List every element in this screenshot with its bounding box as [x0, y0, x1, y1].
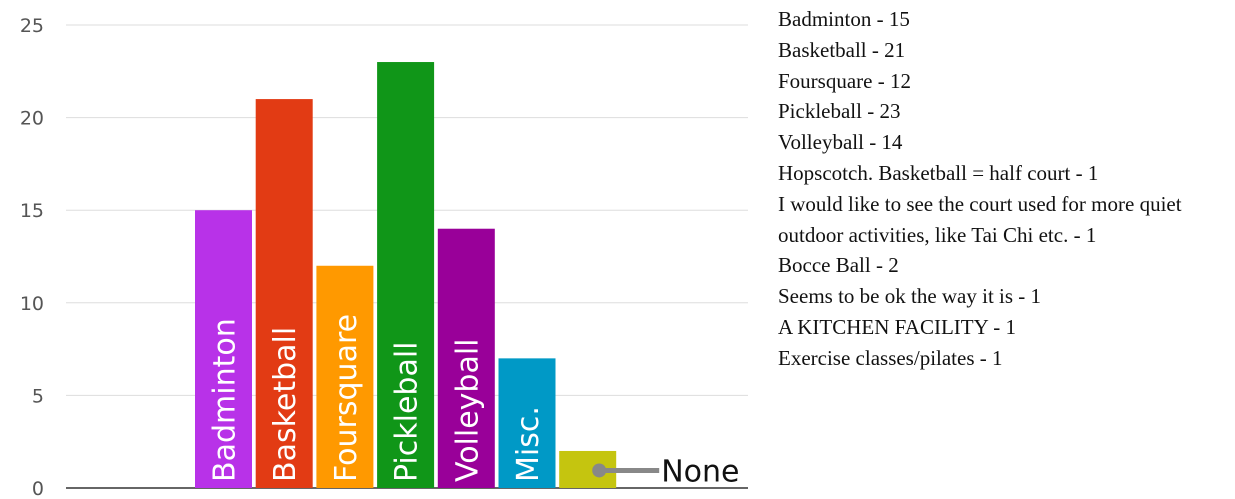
response-item: A KITCHEN FACILITY - 1: [778, 314, 1016, 339]
y-tick-label: 0: [32, 478, 44, 499]
bar-badminton: [195, 210, 252, 488]
bar-label: Basketball: [268, 327, 303, 482]
bar-volleyball: [437, 228, 495, 488]
bar-foursquare: [316, 265, 374, 488]
response-item: Seems to be ok the way it is - 1: [778, 284, 1042, 309]
bar-label: Badminton: [208, 318, 243, 482]
bar-basketball: [255, 99, 313, 488]
bar-pickleball: [377, 62, 435, 488]
response-item: Pickleball - 23: [778, 99, 901, 124]
y-tick-label: 20: [20, 108, 44, 130]
response-item: Hopscotch. Basketball = half court - 1: [778, 160, 1099, 185]
y-tick-label: 25: [20, 15, 44, 37]
response-item: Exercise classes/pilates - 1: [778, 345, 1003, 370]
bar-label: Misc.: [511, 406, 546, 482]
bars: [195, 62, 617, 488]
response-item: Volleyball - 14: [778, 130, 903, 155]
bar-misc: [498, 358, 556, 488]
bar-chart: 0 5 10 15 20 25 Badminton Basketball Foursquare…: [20, 15, 748, 499]
y-tick-label: 15: [20, 200, 44, 222]
bar-label: Foursquare: [329, 314, 364, 482]
response-item: Foursquare - 12: [778, 68, 911, 93]
response-item: Bocce Ball - 2: [778, 253, 899, 278]
response-item: Basketball - 21: [778, 37, 906, 62]
bar-labels: Badminton Basketball Foursquare Pickleball V…: [208, 314, 740, 490]
bar-label: Volleyball: [450, 338, 485, 482]
bar-label: Pickleball: [390, 341, 425, 482]
response-item: I would like to see the court used for m…: [778, 191, 1182, 247]
response-list: Badminton - 15 Basketball - 21 Foursquar…: [778, 4, 1230, 374]
y-axis-ticks: 0 5 10 15 20 25: [20, 15, 44, 499]
y-tick-label: 5: [32, 385, 44, 407]
y-tick-label: 10: [20, 293, 44, 315]
bar-label: None: [661, 454, 739, 489]
response-item: Badminton - 15: [778, 7, 910, 31]
